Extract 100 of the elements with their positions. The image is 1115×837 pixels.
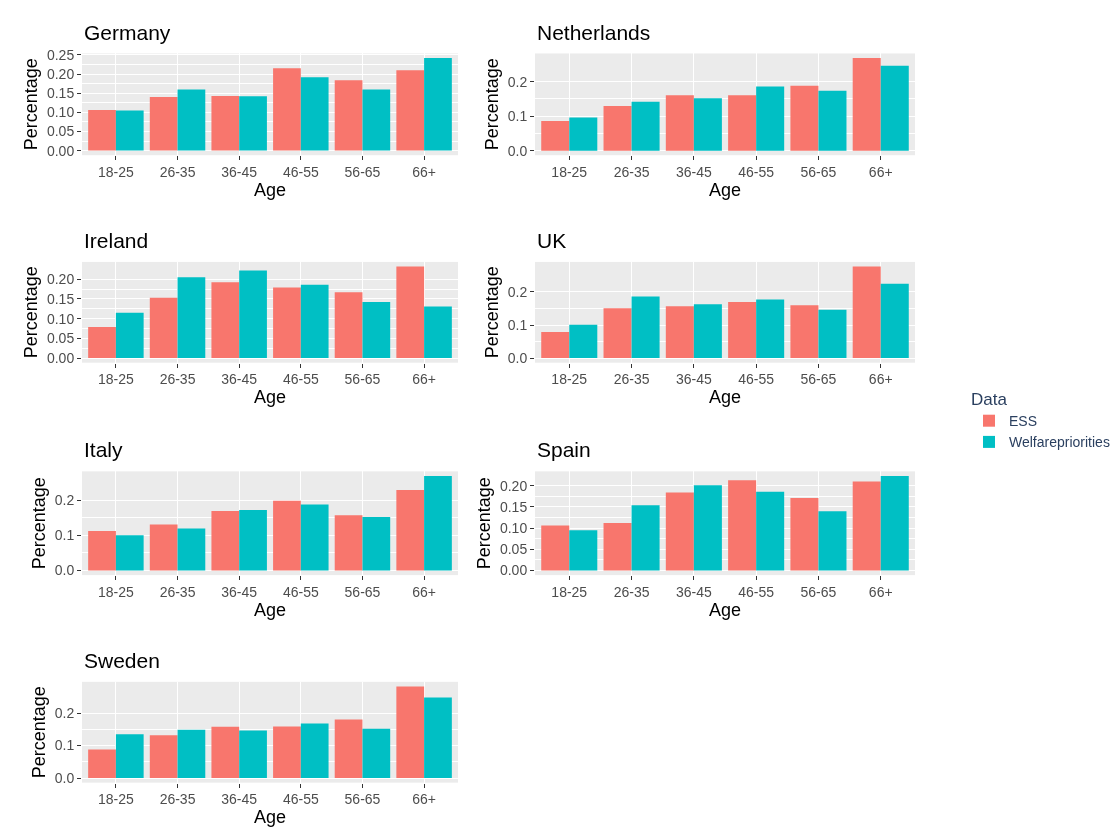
bar (396, 266, 425, 359)
x-tick-label: 56-65 (800, 371, 837, 388)
bar (728, 95, 757, 151)
x-axis-title: Age (708, 387, 742, 408)
legend-title: Data (971, 390, 1008, 410)
x-tick-label: 36-45 (675, 164, 712, 181)
bar (424, 306, 452, 359)
bar (756, 491, 785, 571)
x-tick-label: 66+ (412, 583, 436, 600)
y-tick-label: 0.1 (54, 737, 75, 754)
y-tick-label: 0.15 (46, 290, 75, 307)
bar (541, 331, 570, 359)
y-tick-label: 0.0 (507, 349, 528, 366)
y-tick-label: 0.1 (507, 108, 528, 125)
x-tick-label: 36-45 (221, 791, 258, 808)
x-tick-label: 66+ (868, 164, 893, 181)
x-tick-label: 46-55 (738, 371, 775, 388)
x-axis-title: Age (253, 387, 287, 408)
chart-title: Ireland (84, 229, 149, 252)
bar (149, 97, 178, 151)
x-tick-label: 18-25 (551, 371, 588, 388)
chart-title: UK (537, 229, 567, 252)
bar (115, 535, 144, 571)
bar (790, 305, 819, 359)
bar (211, 726, 240, 779)
x-tick-label: 18-25 (97, 791, 135, 808)
x-tick-label: 26-35 (159, 164, 196, 181)
bar (239, 730, 267, 779)
bar (396, 686, 425, 779)
y-tick-label: 0.00 (499, 562, 528, 579)
y-tick-label: 0.0 (54, 562, 75, 579)
bar (569, 117, 598, 151)
x-tick-label: 56-65 (344, 791, 381, 808)
bar (396, 489, 425, 571)
chart-title: Netherlands (537, 21, 651, 44)
bar (334, 719, 363, 779)
bar (631, 296, 660, 359)
x-tick-label: 46-55 (282, 583, 319, 600)
y-axis-title: Percentage (28, 477, 49, 570)
bar (177, 729, 206, 779)
y-tick-label: 0.0 (54, 769, 75, 786)
x-tick-label: 56-65 (800, 583, 837, 600)
bar (424, 697, 452, 779)
y-axis-title: Percentage (481, 266, 502, 359)
bar (818, 511, 847, 571)
x-axis-title: Age (708, 180, 742, 201)
chart-title: Spain (537, 438, 591, 461)
bar (852, 266, 881, 359)
x-tick-label: 36-45 (221, 164, 258, 181)
x-tick-label: 26-35 (159, 371, 196, 388)
x-tick-label: 66+ (868, 371, 893, 388)
y-tick-label: 0.05 (46, 330, 75, 347)
x-tick-label: 56-65 (800, 164, 837, 181)
bar (149, 524, 178, 571)
bar (273, 500, 301, 571)
y-tick-label: 0.0 (507, 142, 528, 159)
bar (300, 284, 329, 359)
bar (300, 504, 329, 571)
x-tick-label: 18-25 (97, 583, 135, 600)
bar (665, 306, 694, 359)
bar (115, 110, 144, 151)
x-tick-label: 56-65 (344, 164, 381, 181)
y-axis-title: Percentage (28, 686, 49, 779)
bar (569, 324, 598, 359)
x-tick-label: 18-25 (551, 164, 588, 181)
y-axis-title: Percentage (21, 58, 42, 151)
y-tick-label: 0.05 (499, 541, 528, 558)
y-tick-label: 0.15 (499, 498, 528, 515)
x-tick-label: 66+ (412, 791, 436, 808)
x-tick-label: 26-35 (613, 583, 650, 600)
bar (273, 68, 301, 151)
y-tick-label: 0.2 (507, 73, 528, 90)
x-tick-label: 36-45 (675, 371, 712, 388)
bar (790, 85, 819, 151)
x-tick-label: 46-55 (282, 164, 319, 181)
bar (665, 95, 694, 151)
x-tick-label: 26-35 (159, 583, 196, 600)
bar (149, 297, 178, 359)
chart-title: Germany (84, 21, 171, 44)
x-axis-title: Age (708, 599, 742, 620)
bar (569, 530, 598, 571)
x-tick-label: 26-35 (613, 371, 650, 388)
bar (115, 734, 144, 779)
x-tick-label: 46-55 (738, 583, 775, 600)
bar (300, 723, 329, 779)
bar (177, 528, 206, 571)
y-tick-label: 0.05 (46, 123, 75, 140)
bar (334, 515, 363, 571)
y-tick-label: 0.10 (46, 104, 75, 121)
bar (211, 511, 240, 571)
bar (362, 89, 391, 151)
bar (362, 302, 391, 359)
x-tick-label: 66+ (412, 371, 436, 388)
y-axis-title: Percentage (21, 266, 42, 359)
x-axis-title: Age (253, 807, 287, 828)
bar (665, 492, 694, 571)
y-tick-label: 0.00 (46, 142, 75, 159)
y-tick-label: 0.25 (46, 46, 75, 63)
bar (756, 86, 785, 151)
y-tick-label: 0.2 (54, 704, 75, 721)
